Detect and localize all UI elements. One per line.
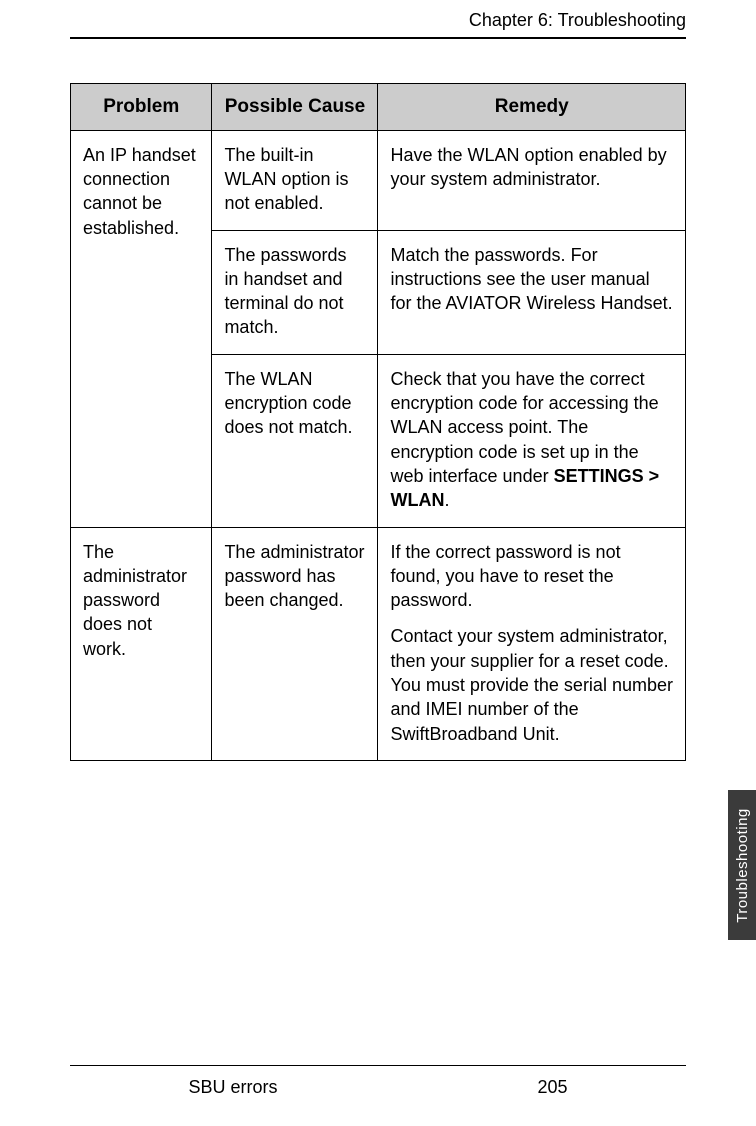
cell-cause: The WLAN encryption code does not match. [212,354,378,527]
cell-problem: An IP handset connection cannot be estab… [71,130,212,527]
table-row: The administrator password does not work… [71,527,686,760]
table-body: An IP handset connection cannot be estab… [71,130,686,760]
remedy-paragraph: Contact your system administrator, then … [390,624,673,745]
troubleshooting-table: Problem Possible Cause Remedy An IP hand… [70,83,686,761]
cell-remedy: If the correct password is not found, yo… [378,527,686,760]
cell-problem: The administrator password does not work… [71,527,212,760]
side-tab-troubleshooting: Troubleshooting [728,790,756,940]
cell-cause: The built-in WLAN option is not enabled. [212,130,378,230]
col-header-cause: Possible Cause [212,84,378,131]
cell-remedy: Match the passwords. For instructions se… [378,230,686,354]
cell-remedy: Have the WLAN option enabled by your sys… [378,130,686,230]
cell-cause: The administrator password has been chan… [212,527,378,760]
chapter-header: Chapter 6: Troubleshooting [70,10,686,39]
col-header-problem: Problem [71,84,212,131]
footer-section: SBU errors [188,1077,277,1098]
cell-remedy: Check that you have the correct encrypti… [378,354,686,527]
side-tab-label: Troubleshooting [734,808,751,923]
table-row: An IP handset connection cannot be estab… [71,130,686,230]
col-header-remedy: Remedy [378,84,686,131]
footer-page-number: 205 [537,1077,567,1098]
page-footer: SBU errors 205 [70,1077,686,1098]
footer-rule [70,1065,686,1066]
table-header-row: Problem Possible Cause Remedy [71,84,686,131]
remedy-paragraph: If the correct password is not found, yo… [390,540,673,613]
cell-cause: The passwords in handset and terminal do… [212,230,378,354]
